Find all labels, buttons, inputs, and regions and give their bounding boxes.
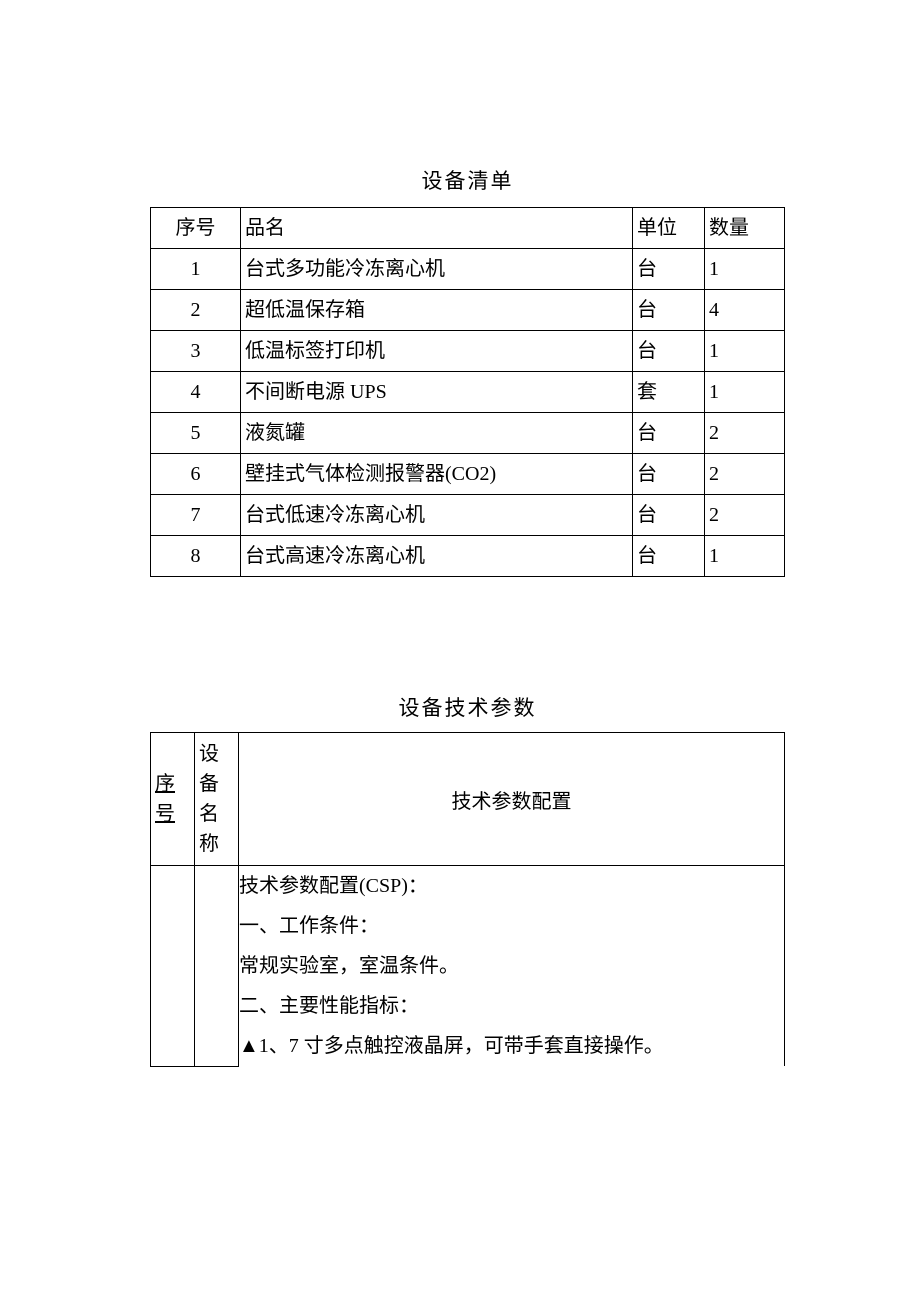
- equipment-list-title: 设备清单: [150, 165, 785, 195]
- table-cell: 2: [705, 495, 785, 536]
- table-cell: 低温标签打印机: [241, 331, 633, 372]
- col-unit-header: 单位: [633, 208, 705, 249]
- table-cell: 5: [151, 413, 241, 454]
- table-cell: 台: [633, 454, 705, 495]
- table-cell: 液氮罐: [241, 413, 633, 454]
- spec-table-header: 序号 设备名称 技术参数配置: [151, 733, 785, 866]
- spec-row: 技术参数配置(CSP)：一、工作条件：常规实验室，室温条件。二、主要性能指标：▲…: [151, 866, 785, 1067]
- table-cell: 台式多功能冷冻离心机: [241, 249, 633, 290]
- table-cell: 1: [705, 331, 785, 372]
- table-cell: 2: [705, 413, 785, 454]
- table-cell: 台: [633, 290, 705, 331]
- table-cell: 1: [705, 536, 785, 577]
- spec-col-param-header: 技术参数配置: [239, 733, 785, 866]
- table-cell: 壁挂式气体检测报警器(CO2): [241, 454, 633, 495]
- table-row: 5液氮罐台2: [151, 413, 785, 454]
- table-cell: 台式高速冷冻离心机: [241, 536, 633, 577]
- table-cell: 6: [151, 454, 241, 495]
- spec-seq-cell: [151, 866, 195, 1067]
- table-cell: 台: [633, 331, 705, 372]
- table-row: 3低温标签打印机台1: [151, 331, 785, 372]
- col-seq-header: 序号: [151, 208, 241, 249]
- table-cell: 1: [705, 372, 785, 413]
- table-cell: 套: [633, 372, 705, 413]
- equipment-table: 序号 品名 单位 数量 1台式多功能冷冻离心机台12超低温保存箱台43低温标签打…: [150, 207, 785, 577]
- spec-name-cell: [195, 866, 239, 1067]
- table-cell: 1: [151, 249, 241, 290]
- table-row: 1台式多功能冷冻离心机台1: [151, 249, 785, 290]
- table-cell: 台: [633, 249, 705, 290]
- table-cell: 7: [151, 495, 241, 536]
- table-cell: 3: [151, 331, 241, 372]
- spec-content-cell: 技术参数配置(CSP)：一、工作条件：常规实验室，室温条件。二、主要性能指标：▲…: [239, 866, 785, 1067]
- table-cell: 台: [633, 536, 705, 577]
- table-row: 6壁挂式气体检测报警器(CO2)台2: [151, 454, 785, 495]
- table-cell: 台: [633, 413, 705, 454]
- table-cell: 1: [705, 249, 785, 290]
- table-cell: 台式低速冷冻离心机: [241, 495, 633, 536]
- table-cell: 超低温保存箱: [241, 290, 633, 331]
- table-cell: 2: [151, 290, 241, 331]
- col-qty-header: 数量: [705, 208, 785, 249]
- table-cell: 8: [151, 536, 241, 577]
- spec-col-name-header: 设备名称: [195, 733, 239, 866]
- table-cell: 台: [633, 495, 705, 536]
- table-cell: 2: [705, 454, 785, 495]
- col-name-header: 品名: [241, 208, 633, 249]
- spec-col-seq-header: 序号: [151, 733, 195, 866]
- table-row: 2超低温保存箱台4: [151, 290, 785, 331]
- table-cell: 不间断电源 UPS: [241, 372, 633, 413]
- equipment-table-header: 序号 品名 单位 数量: [151, 208, 785, 249]
- spec-table: 序号 设备名称 技术参数配置 技术参数配置(CSP)：一、工作条件：常规实验室，…: [150, 732, 785, 1067]
- table-row: 7台式低速冷冻离心机台2: [151, 495, 785, 536]
- table-cell: 4: [151, 372, 241, 413]
- table-row: 8台式高速冷冻离心机台1: [151, 536, 785, 577]
- table-cell: 4: [705, 290, 785, 331]
- spec-title: 设备技术参数: [150, 692, 785, 722]
- table-row: 4不间断电源 UPS套1: [151, 372, 785, 413]
